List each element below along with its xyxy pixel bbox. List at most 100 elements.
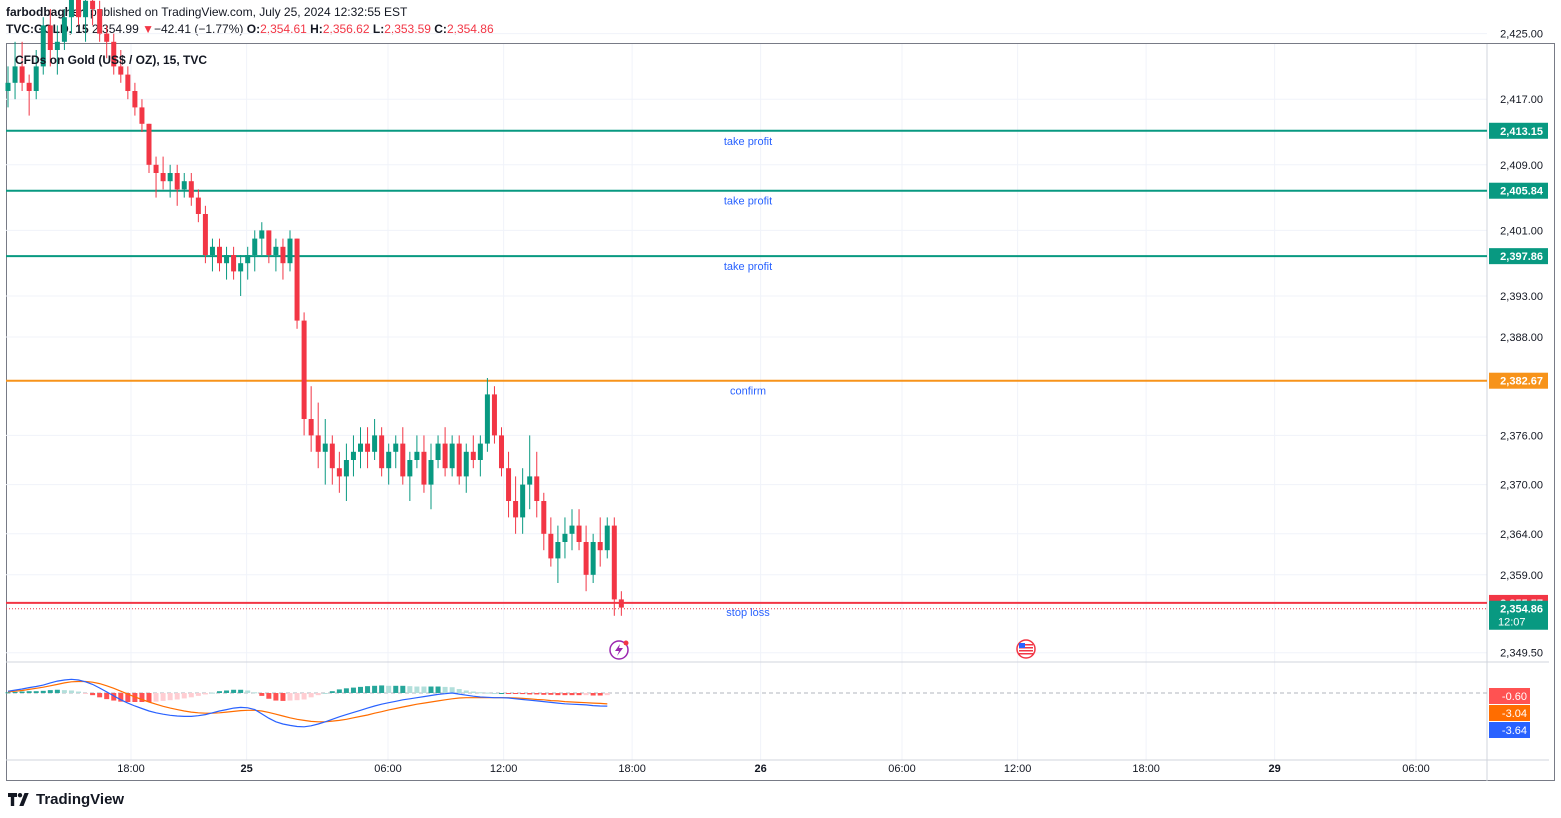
ohlc-line: TVC:GOLD, 15 2,354.99 ▼−42.41 (−1.77%) O… [6, 22, 494, 36]
macd-histogram-bar [315, 693, 321, 696]
level-label: stop loss [726, 607, 770, 619]
us-flag-event-icon [1016, 639, 1036, 659]
macd-value-tag [1489, 722, 1530, 738]
publish-line: farbodbagheri published on TradingView.c… [6, 5, 407, 19]
macd-histogram-bar [562, 693, 568, 696]
candle-body [421, 451, 427, 485]
macd-histogram-bar [153, 693, 159, 702]
level-label: take profit [724, 196, 772, 208]
candle-body [167, 173, 173, 182]
candle-body [414, 451, 420, 460]
candle-body [280, 246, 286, 264]
level-price-tag [1489, 372, 1548, 389]
flag-stripe [1019, 650, 1033, 652]
macd-histogram-bar [421, 686, 427, 693]
macd-histogram-bar [259, 693, 265, 696]
macd-histogram-bar [400, 685, 406, 693]
x-tick-label: 18:00 [117, 763, 145, 775]
macd-histogram-bar [470, 691, 476, 693]
macd-histogram-bar [224, 690, 230, 693]
candle-body [477, 443, 483, 460]
macd-histogram-bar [5, 692, 11, 694]
candle-body [294, 238, 300, 321]
low-label: L: [372, 22, 385, 36]
macd-histogram-bar [146, 693, 152, 702]
macd-histogram-bar [231, 689, 237, 693]
level-price-tag [1489, 182, 1548, 199]
macd-histogram-bar [160, 693, 166, 701]
level-label: take profit [724, 261, 772, 273]
candle-body [491, 394, 497, 436]
macd-histogram-bar [358, 686, 363, 693]
macd-histogram-bar [386, 685, 392, 693]
macd-histogram-bar [238, 689, 244, 693]
flag-stripe [1019, 644, 1033, 646]
macd-histogram-bar [181, 693, 187, 699]
macd-histogram-bar [456, 689, 462, 693]
macd-histogram-bar [202, 693, 208, 695]
candle-body [541, 501, 547, 534]
candle-body [435, 443, 441, 460]
macd-histogram-bar [139, 693, 145, 702]
macd-histogram-bar [33, 691, 39, 693]
macd-histogram-bar [188, 693, 194, 698]
close-label: C: [434, 22, 447, 36]
macd-histogram-bar [463, 690, 469, 693]
macd-histogram-bar [449, 687, 455, 693]
publisher-name[interactable]: farbodbagheri [6, 5, 87, 19]
macd-histogram-bar [301, 693, 307, 700]
tradingview-brand[interactable]: TradingView [36, 791, 125, 808]
macd-histogram-bar [350, 687, 356, 693]
candle-body [386, 451, 392, 469]
y-tick-label: 2,417.00 [1500, 94, 1543, 106]
candle-body [266, 230, 272, 255]
macd-histogram-bar [372, 685, 378, 693]
level-price-tag-text: 2,413.15 [1500, 126, 1543, 138]
macd-histogram-bar [12, 691, 18, 693]
macd-histogram-bar [280, 693, 286, 701]
y-tick-label: 2,359.00 [1500, 570, 1543, 582]
candle-body [40, 25, 46, 67]
publish-info: published on TradingView.com, July 25, 2… [90, 5, 408, 19]
candle-body [104, 33, 110, 42]
candle-body [470, 451, 476, 460]
last-price-tag-text: 2,354.86 [1500, 604, 1543, 616]
candle-body [350, 451, 356, 460]
candle-body [506, 468, 512, 501]
tradingview-logo-icon [8, 793, 30, 806]
candle-body [202, 214, 208, 255]
candle-body [259, 230, 265, 239]
tradingview-footer: TradingView [8, 791, 124, 808]
macd-histogram-bar [40, 690, 46, 693]
macd-histogram-bar [209, 692, 215, 694]
candle-body [583, 542, 589, 575]
candle-body [68, 0, 74, 18]
macd-histogram-bar [76, 691, 81, 693]
x-tick-label: 26 [755, 763, 767, 775]
flag-canton [1019, 643, 1025, 648]
macd-histogram-bar [414, 686, 420, 693]
candle-body [245, 255, 251, 264]
macd-histogram-bar [54, 689, 60, 693]
macd-histogram-bar [604, 693, 610, 696]
y-tick-label: 2,370.00 [1500, 480, 1543, 492]
macd-histogram-bar [541, 693, 547, 695]
macd-histogram-bar [343, 688, 349, 693]
y-tick-label: 2,393.00 [1500, 291, 1543, 303]
macd-histogram-bar [125, 693, 131, 702]
macd-histogram-bar [252, 692, 258, 694]
candle-body [132, 91, 138, 108]
macd-histogram-bar [174, 693, 180, 700]
high-label: H: [310, 22, 323, 36]
candle-body [562, 533, 568, 542]
macd-histogram-bar [428, 686, 434, 693]
candle-body [174, 173, 180, 190]
x-tick-label: 29 [1269, 763, 1281, 775]
candle-body [379, 435, 385, 469]
candle-body [76, 0, 81, 18]
macd-histogram-bar [104, 693, 110, 700]
candle-body [308, 419, 314, 436]
macd-histogram-bar [68, 690, 74, 693]
candle-body [90, 0, 96, 9]
